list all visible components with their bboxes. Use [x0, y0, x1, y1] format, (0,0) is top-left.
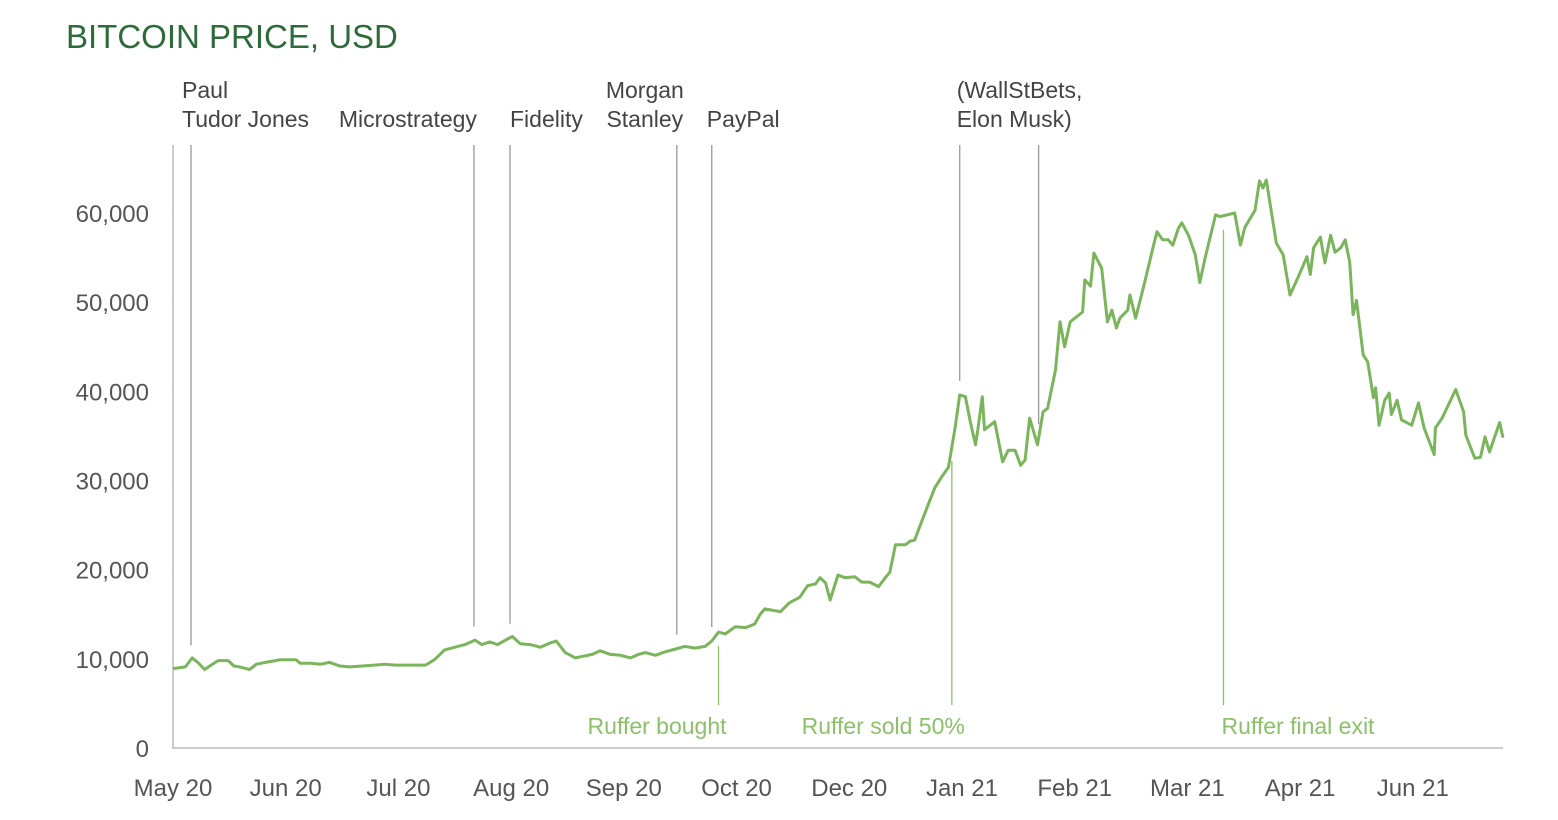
x-tick-label: Oct 20	[701, 775, 772, 802]
annotation-label: Morgan	[606, 77, 684, 103]
chart-title: BITCOIN PRICE, USD	[66, 18, 398, 55]
x-tick-label: Feb 21	[1037, 775, 1112, 802]
annotation-label: Microstrategy	[339, 106, 478, 132]
y-tick-label: 10,000	[76, 647, 149, 674]
x-tick-label: May 20	[134, 775, 213, 802]
annotation-label: Tudor Jones	[182, 106, 309, 132]
y-tick-label: 60,000	[76, 201, 149, 228]
y-tick-label: 50,000	[76, 290, 149, 317]
annotation-label: Elon Musk)	[957, 106, 1072, 132]
y-tick-label: 30,000	[76, 469, 149, 496]
x-tick-label: Jun 20	[250, 775, 322, 802]
annotation-label: Stanley	[606, 106, 683, 132]
y-tick-label: 0	[136, 736, 149, 763]
y-tick-label: 20,000	[76, 558, 149, 585]
x-tick-label: Sep 20	[586, 775, 662, 802]
x-tick-label: Dec 20	[811, 775, 887, 802]
x-tick-label: Apr 21	[1265, 775, 1336, 802]
annotation-label: (WallStBets,	[957, 77, 1083, 103]
y-tick-label: 40,000	[76, 379, 149, 406]
x-tick-label: Aug 20	[473, 775, 549, 802]
x-tick-label: Jan 21	[926, 775, 998, 802]
event-label: Ruffer bought	[588, 713, 728, 739]
x-tick-label: Jun 21	[1377, 775, 1449, 802]
annotation-label: Fidelity	[510, 106, 583, 132]
event-label: Ruffer sold 50%	[802, 713, 965, 739]
price-line	[172, 178, 1505, 671]
event-label: Ruffer final exit	[1221, 713, 1375, 739]
annotation-label: Paul	[182, 77, 228, 103]
x-tick-label: Mar 21	[1150, 775, 1225, 802]
annotation-label: PayPal	[707, 106, 780, 132]
x-tick-label: Jul 20	[366, 775, 430, 802]
